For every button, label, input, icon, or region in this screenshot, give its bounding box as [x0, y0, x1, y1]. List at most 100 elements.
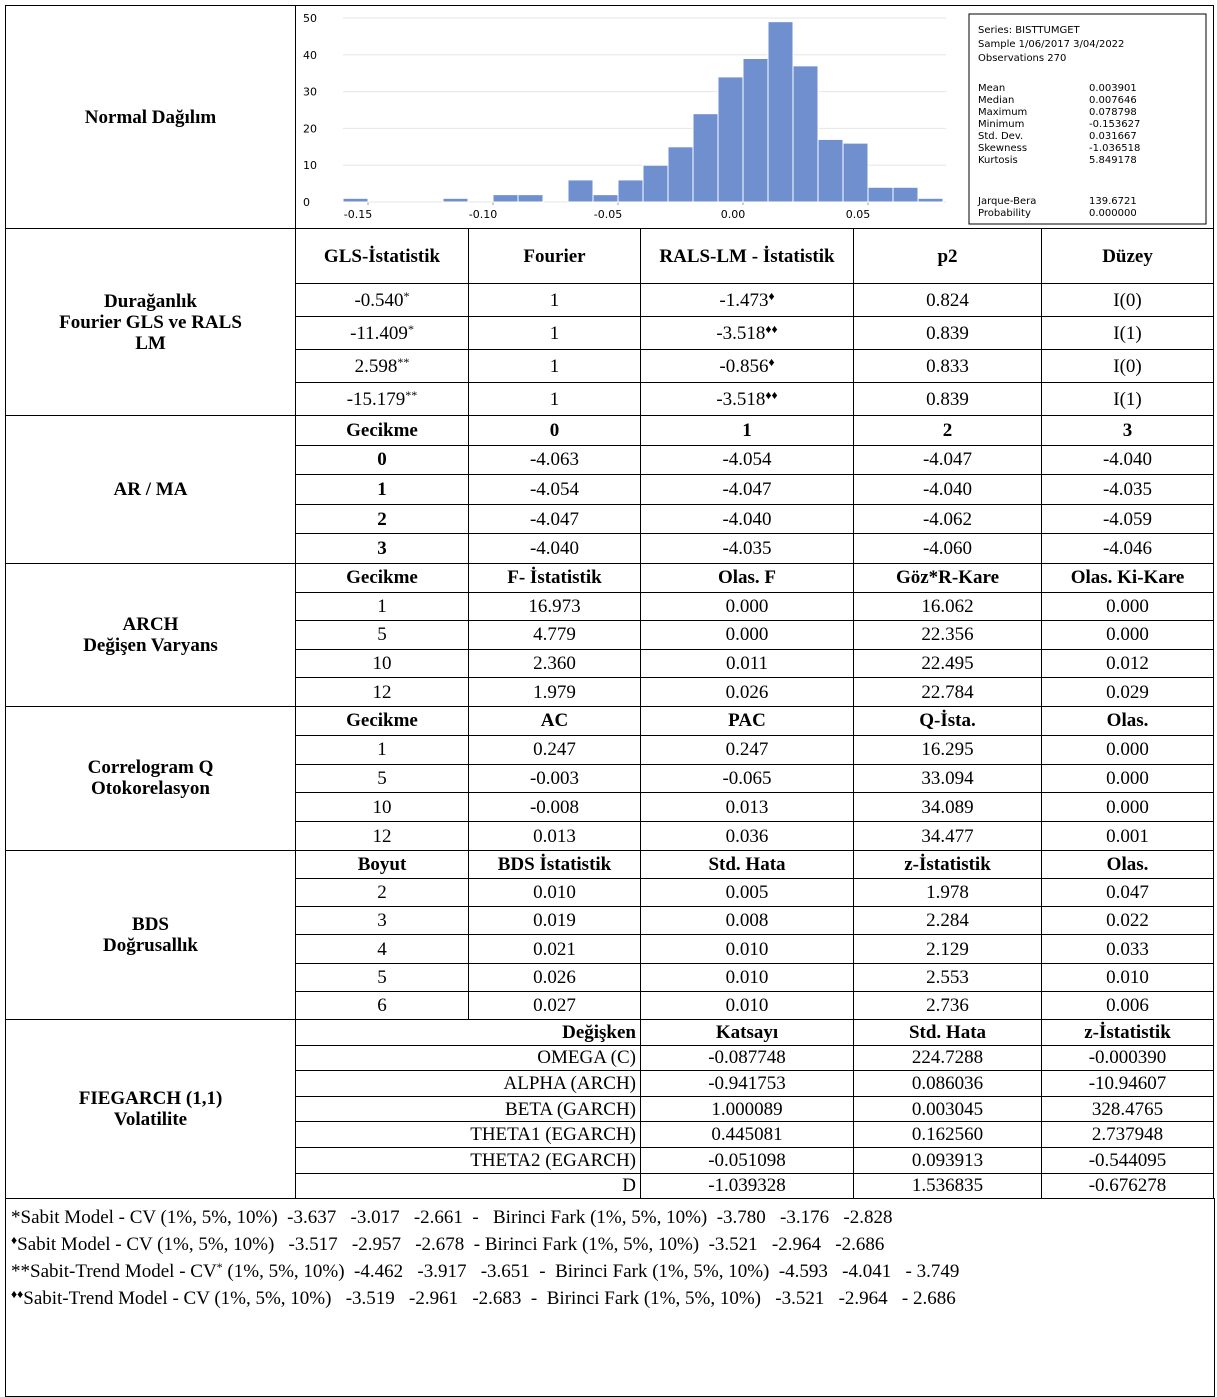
stat-value: 0.031667: [1089, 131, 1137, 142]
header-cell: Katsayı: [640, 1019, 854, 1046]
cell: -0.676278: [1040, 1172, 1215, 1200]
stat-value: 5.849178: [1089, 155, 1137, 166]
header-row: Durağanlık Fourier GLS ve RALS LM GLS-İstat…: [5, 228, 1215, 416]
cell: -3.518♦♦: [640, 382, 854, 416]
footnote-text: **Sabit-Trend Model - CV: [11, 1261, 217, 1282]
cell: -10.94607: [1040, 1070, 1215, 1097]
cell: 0.003045: [853, 1095, 1042, 1123]
row-label: Normal Dağılım: [5, 5, 296, 229]
cell-value: -0.856: [719, 355, 769, 377]
cell: 1.000089: [640, 1095, 854, 1123]
y-tick-label: 10: [303, 159, 317, 172]
stat-value: 0.078798: [1089, 107, 1137, 118]
cell: I(1): [1040, 382, 1215, 416]
footnote-text: *Sabit Model - CV (1%, 5%, 10%) -3.637 -…: [11, 1207, 893, 1228]
stat-name: Maximum: [978, 107, 1027, 118]
y-tick-label: 30: [303, 85, 317, 98]
cell: 0.086036: [853, 1070, 1042, 1097]
cell-value: -11.409: [350, 322, 408, 344]
header-cell: Değişken: [295, 1019, 641, 1046]
cell-mark: ♦♦: [765, 387, 778, 402]
y-tick-label: 50: [303, 12, 317, 25]
bar: [842, 142, 869, 202]
cell: -0.051098: [640, 1147, 854, 1174]
header-cell: RALS-LM - İstatistik: [640, 228, 854, 284]
cell: 0.000: [1040, 763, 1215, 794]
cell: 1.536835: [853, 1172, 1042, 1200]
bar: [867, 186, 894, 202]
cell: -4.054: [640, 444, 854, 476]
data-row: 3 0.019 0.008 2.284 0.022: [6, 906, 1215, 936]
cell: -1.039328: [640, 1172, 854, 1200]
stat-name: Kurtosis: [978, 155, 1018, 166]
label-line: BDS: [132, 913, 169, 935]
cell: I(0): [1040, 283, 1215, 317]
header-cell: Std. Hata: [853, 1019, 1042, 1046]
header-cell: Std. Hata: [640, 849, 854, 880]
cell: -0.540*: [295, 283, 469, 317]
cell: 16.973: [468, 591, 641, 622]
bar: [642, 164, 669, 202]
cell: 0.839: [853, 316, 1042, 350]
cell: -4.040: [1040, 444, 1215, 476]
cell: 0.012: [1040, 648, 1215, 679]
cell: -4.060: [853, 533, 1042, 564]
data-row: 1 -4.054 -4.047 -4.040 -4.035: [6, 474, 1215, 505]
header-cell: 0: [468, 415, 641, 446]
bar: [892, 186, 919, 202]
cell-mark: **: [397, 354, 410, 369]
bar: [592, 193, 619, 202]
x-tick-label: -0.10: [469, 208, 497, 221]
cell: 12: [295, 821, 469, 851]
bar: [342, 197, 369, 203]
y-tick-label: 20: [303, 122, 317, 135]
data-row: 3 -4.040 -4.035 -4.060 -4.046: [6, 533, 1215, 564]
cell: 0.001: [1040, 821, 1215, 851]
data-row: 12 0.013 0.036 34.477 0.001: [6, 821, 1215, 851]
cell: 1.978: [853, 878, 1042, 908]
cell: 0.011: [640, 648, 854, 679]
footnote: ♦♦Sabit-Trend Model - CV (1%, 5%, 10%) -…: [11, 1285, 1209, 1312]
cell: 5: [295, 962, 469, 992]
bar: [917, 197, 944, 203]
cell: 5: [295, 620, 469, 650]
cell-mark: *: [407, 321, 414, 336]
cell-mark: *: [403, 288, 410, 303]
header-row: Correlogram Q Otokorelasyon Gecikme AC PAC Q-…: [5, 705, 1215, 851]
bar: [692, 112, 719, 202]
stat-value: 0.000000: [1089, 208, 1137, 219]
cell: 2.129: [853, 934, 1042, 964]
cell: 0.247: [640, 734, 854, 765]
cell-value: 2.598: [354, 355, 398, 377]
bar: [717, 75, 744, 202]
cell-mark: ♦: [768, 354, 775, 369]
stat-name: Skewness: [978, 143, 1027, 154]
header-cell: 3: [1040, 415, 1215, 446]
x-tick-label: 0.00: [721, 208, 746, 221]
stat-name: Std. Dev.: [978, 131, 1023, 142]
stat-name: Mean: [978, 83, 1005, 94]
cell: 0.013: [468, 821, 641, 851]
cell: 0.000: [640, 620, 854, 650]
cell: 0.833: [853, 349, 1042, 383]
cell: -4.059: [1040, 503, 1215, 535]
header-cell: p2: [853, 228, 1042, 284]
cell: 0.839: [853, 382, 1042, 416]
data-row: 5 -0.003 -0.065 33.094 0.000: [6, 763, 1215, 794]
label-line: Correlogram Q: [87, 757, 214, 779]
stats-header: Observations 270: [978, 53, 1066, 64]
cell: 0.029: [1040, 677, 1215, 707]
bar: [742, 57, 769, 203]
y-tick-label: 0: [303, 196, 310, 209]
cell: 0.010: [468, 878, 641, 908]
cell: -0.000390: [1040, 1044, 1215, 1072]
cell: -0.856♦: [640, 349, 854, 383]
cell: -0.003: [468, 763, 641, 794]
bar: [617, 178, 644, 202]
header-cell: z-İstatistik: [853, 849, 1042, 880]
data-row: -0.540* 1 -1.473♦ 0.824 I(0): [6, 283, 1215, 317]
stat-name: Minimum: [978, 119, 1024, 130]
cell: -4.063: [468, 444, 641, 476]
section-label: BDS Doğrusallık: [5, 849, 296, 1021]
cell: 0.026: [468, 962, 641, 992]
